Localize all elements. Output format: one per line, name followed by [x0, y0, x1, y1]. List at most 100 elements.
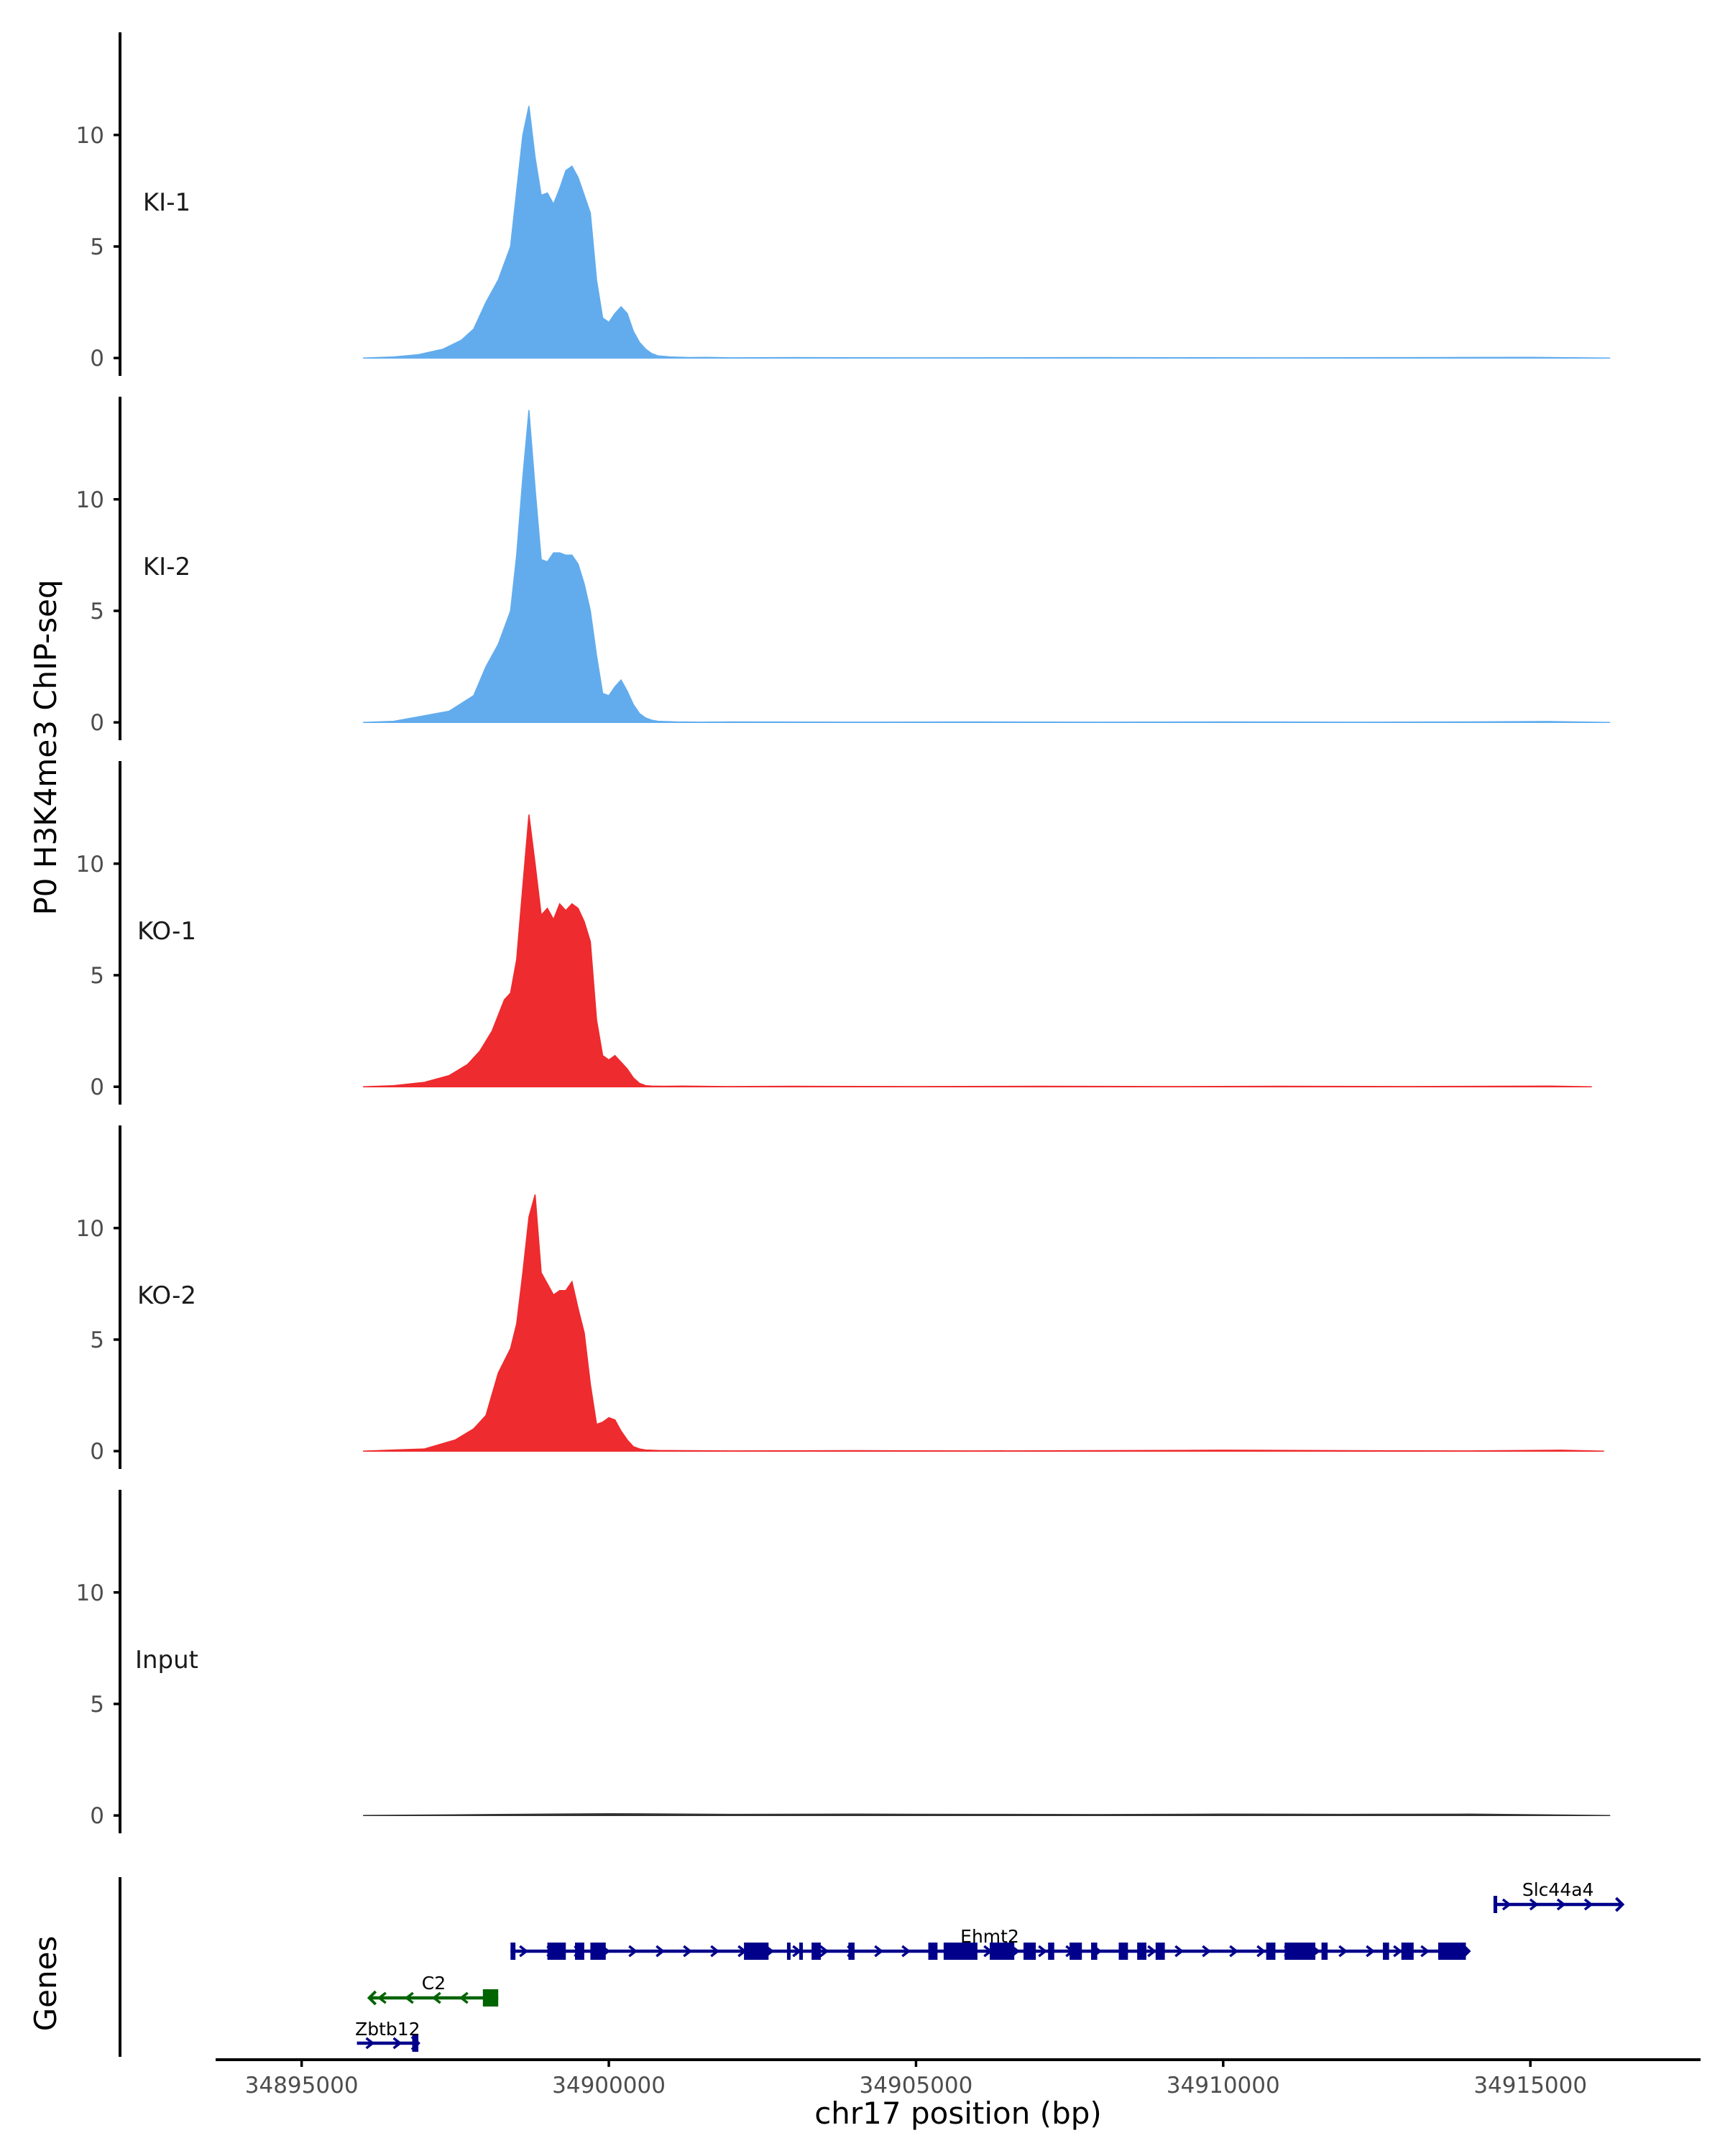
gene-exon [1155, 1943, 1165, 1960]
gene-label: Ehmt2 [960, 1926, 1019, 1947]
strand-arrow [656, 1945, 666, 1958]
gene-exon [482, 1989, 499, 2007]
track-panel-ko-1: 0 5 10 KO-1 [76, 761, 1592, 1105]
signal-area-ki-2 [363, 410, 1611, 723]
y-tick-label: 0 [90, 346, 104, 372]
strand-arrow [1092, 1945, 1103, 1958]
gene-exon [990, 1943, 1015, 1960]
y-tick-label: 5 [90, 234, 104, 260]
gene-exon [1383, 1943, 1389, 1960]
gene-end-arrow [367, 1990, 377, 2006]
strand-arrow [546, 1945, 556, 1958]
gene-exon [590, 1943, 606, 1960]
strand-arrow [1202, 1945, 1212, 1958]
strand-arrow [574, 1945, 584, 1958]
strand-arrow [683, 1945, 693, 1958]
strand-arrow [1284, 1945, 1294, 1958]
gene-label: Slc44a4 [1522, 1879, 1594, 1900]
gene-exon [811, 1943, 821, 1960]
track-label: KO-1 [137, 917, 196, 946]
gene-exon [1321, 1943, 1328, 1960]
y-tick-label: 10 [76, 852, 104, 877]
gene-exon [848, 1943, 855, 1960]
gene-zbtb12: Zbtb12 [355, 2019, 420, 2052]
strand-arrow [1556, 1898, 1566, 1911]
y-tick-label: 0 [90, 1803, 104, 1829]
genes-track: Slc44a4 Ehmt2 C2 Zbtb12 [119, 1877, 1625, 2057]
gene-exon [1137, 1943, 1146, 1960]
strand-arrow [874, 1945, 884, 1958]
strand-arrow [1011, 1945, 1021, 1958]
strand-arrow [929, 1945, 939, 1958]
gene-end-arrow [1461, 1943, 1471, 1959]
y-tick-label: 10 [76, 1580, 104, 1606]
gene-end-arrow [410, 2035, 420, 2051]
strand-arrow [765, 1945, 775, 1958]
strand-arrow [1583, 1898, 1593, 1911]
gene-label: C2 [422, 1973, 446, 1994]
gene-label: Zbtb12 [355, 2019, 420, 2040]
gene-slc44a4: Slc44a4 [1493, 1879, 1625, 1913]
strand-arrow [901, 1945, 911, 1958]
strand-arrow [1147, 1945, 1157, 1958]
x-tick-label: 34905000 [860, 2073, 973, 2099]
track-label: Input [135, 1646, 198, 1674]
track-label: KI-1 [143, 188, 190, 217]
strand-arrow [1366, 1945, 1376, 1958]
track-label: KI-2 [143, 553, 190, 581]
strand-arrow [792, 1945, 802, 1958]
strand-arrow [519, 1945, 529, 1958]
x-axis: 34895000 34900000 34905000 34910000 34915000 [216, 2058, 1701, 2099]
gene-end-arrow [1615, 1897, 1625, 1912]
strand-arrow [377, 1991, 387, 2004]
gene-exon [1091, 1943, 1098, 1960]
gene-exon [1048, 1943, 1054, 1960]
strand-arrow [601, 1945, 611, 1958]
genes-track-title: Genes [28, 1936, 63, 2032]
gene-exon [1024, 1943, 1036, 1960]
gene-exon [1070, 1943, 1082, 1960]
track-panel-ki-2: 0 5 10 KI-2 [76, 397, 1611, 740]
x-tick-label: 34895000 [245, 2073, 359, 2099]
y-tick-label: 5 [90, 1692, 104, 1718]
strand-arrow [628, 1945, 638, 1958]
strand-arrow [1420, 1945, 1430, 1958]
signal-area-ko-1 [363, 814, 1592, 1087]
strand-arrow [956, 1945, 966, 1958]
gene-ehmt2: Ehmt2 [510, 1926, 1471, 1960]
gene-exon [786, 1943, 791, 1960]
strand-arrow [365, 2037, 375, 2050]
strand-arrow [737, 1945, 748, 1958]
track-panel-ki-1: 0 5 10 KI-1 [76, 32, 1611, 376]
strand-arrow [392, 2037, 402, 2050]
gene-exon [1438, 1943, 1466, 1960]
strand-arrow [1338, 1945, 1348, 1958]
gene-exon [1266, 1943, 1276, 1960]
gene-exon [1493, 1896, 1498, 1913]
track-label: KO-2 [137, 1281, 196, 1310]
y-tick-label: 5 [90, 1327, 104, 1353]
y-tick-label: 10 [76, 1216, 104, 1242]
strand-arrow [1256, 1945, 1266, 1958]
signal-area-ki-1 [363, 106, 1611, 359]
gene-exon [510, 1943, 516, 1960]
strand-arrow [1501, 1898, 1512, 1911]
strand-arrow [1120, 1945, 1130, 1958]
strand-arrow [819, 1945, 829, 1958]
y-tick-label: 5 [90, 963, 104, 989]
gene-c2: C2 [367, 1973, 499, 2007]
gene-exon [744, 1943, 769, 1960]
strand-arrow [847, 1945, 857, 1958]
track-panel-ko-2: 0 5 10 KO-2 [76, 1125, 1604, 1469]
strand-arrow [1065, 1945, 1075, 1958]
strand-arrow [983, 1945, 993, 1958]
y-tick-label: 5 [90, 599, 104, 625]
strand-arrow [1311, 1945, 1321, 1958]
track-panel-input: 0 5 10 Input [76, 1490, 1611, 1833]
strand-arrow [1038, 1945, 1048, 1958]
y-tick-label: 0 [90, 710, 104, 736]
gene-exon [943, 1943, 978, 1960]
y-tick-label: 0 [90, 1074, 104, 1100]
y-axis-title: P0 H3K4me3 ChIP-seq [28, 579, 63, 915]
